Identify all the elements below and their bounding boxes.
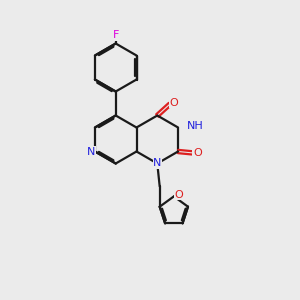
Text: O: O <box>193 148 202 158</box>
Text: NH: NH <box>187 121 203 131</box>
Text: N: N <box>87 146 95 157</box>
Text: O: O <box>169 98 178 108</box>
Text: O: O <box>175 190 184 200</box>
Text: F: F <box>112 30 119 40</box>
Text: N: N <box>153 158 161 169</box>
